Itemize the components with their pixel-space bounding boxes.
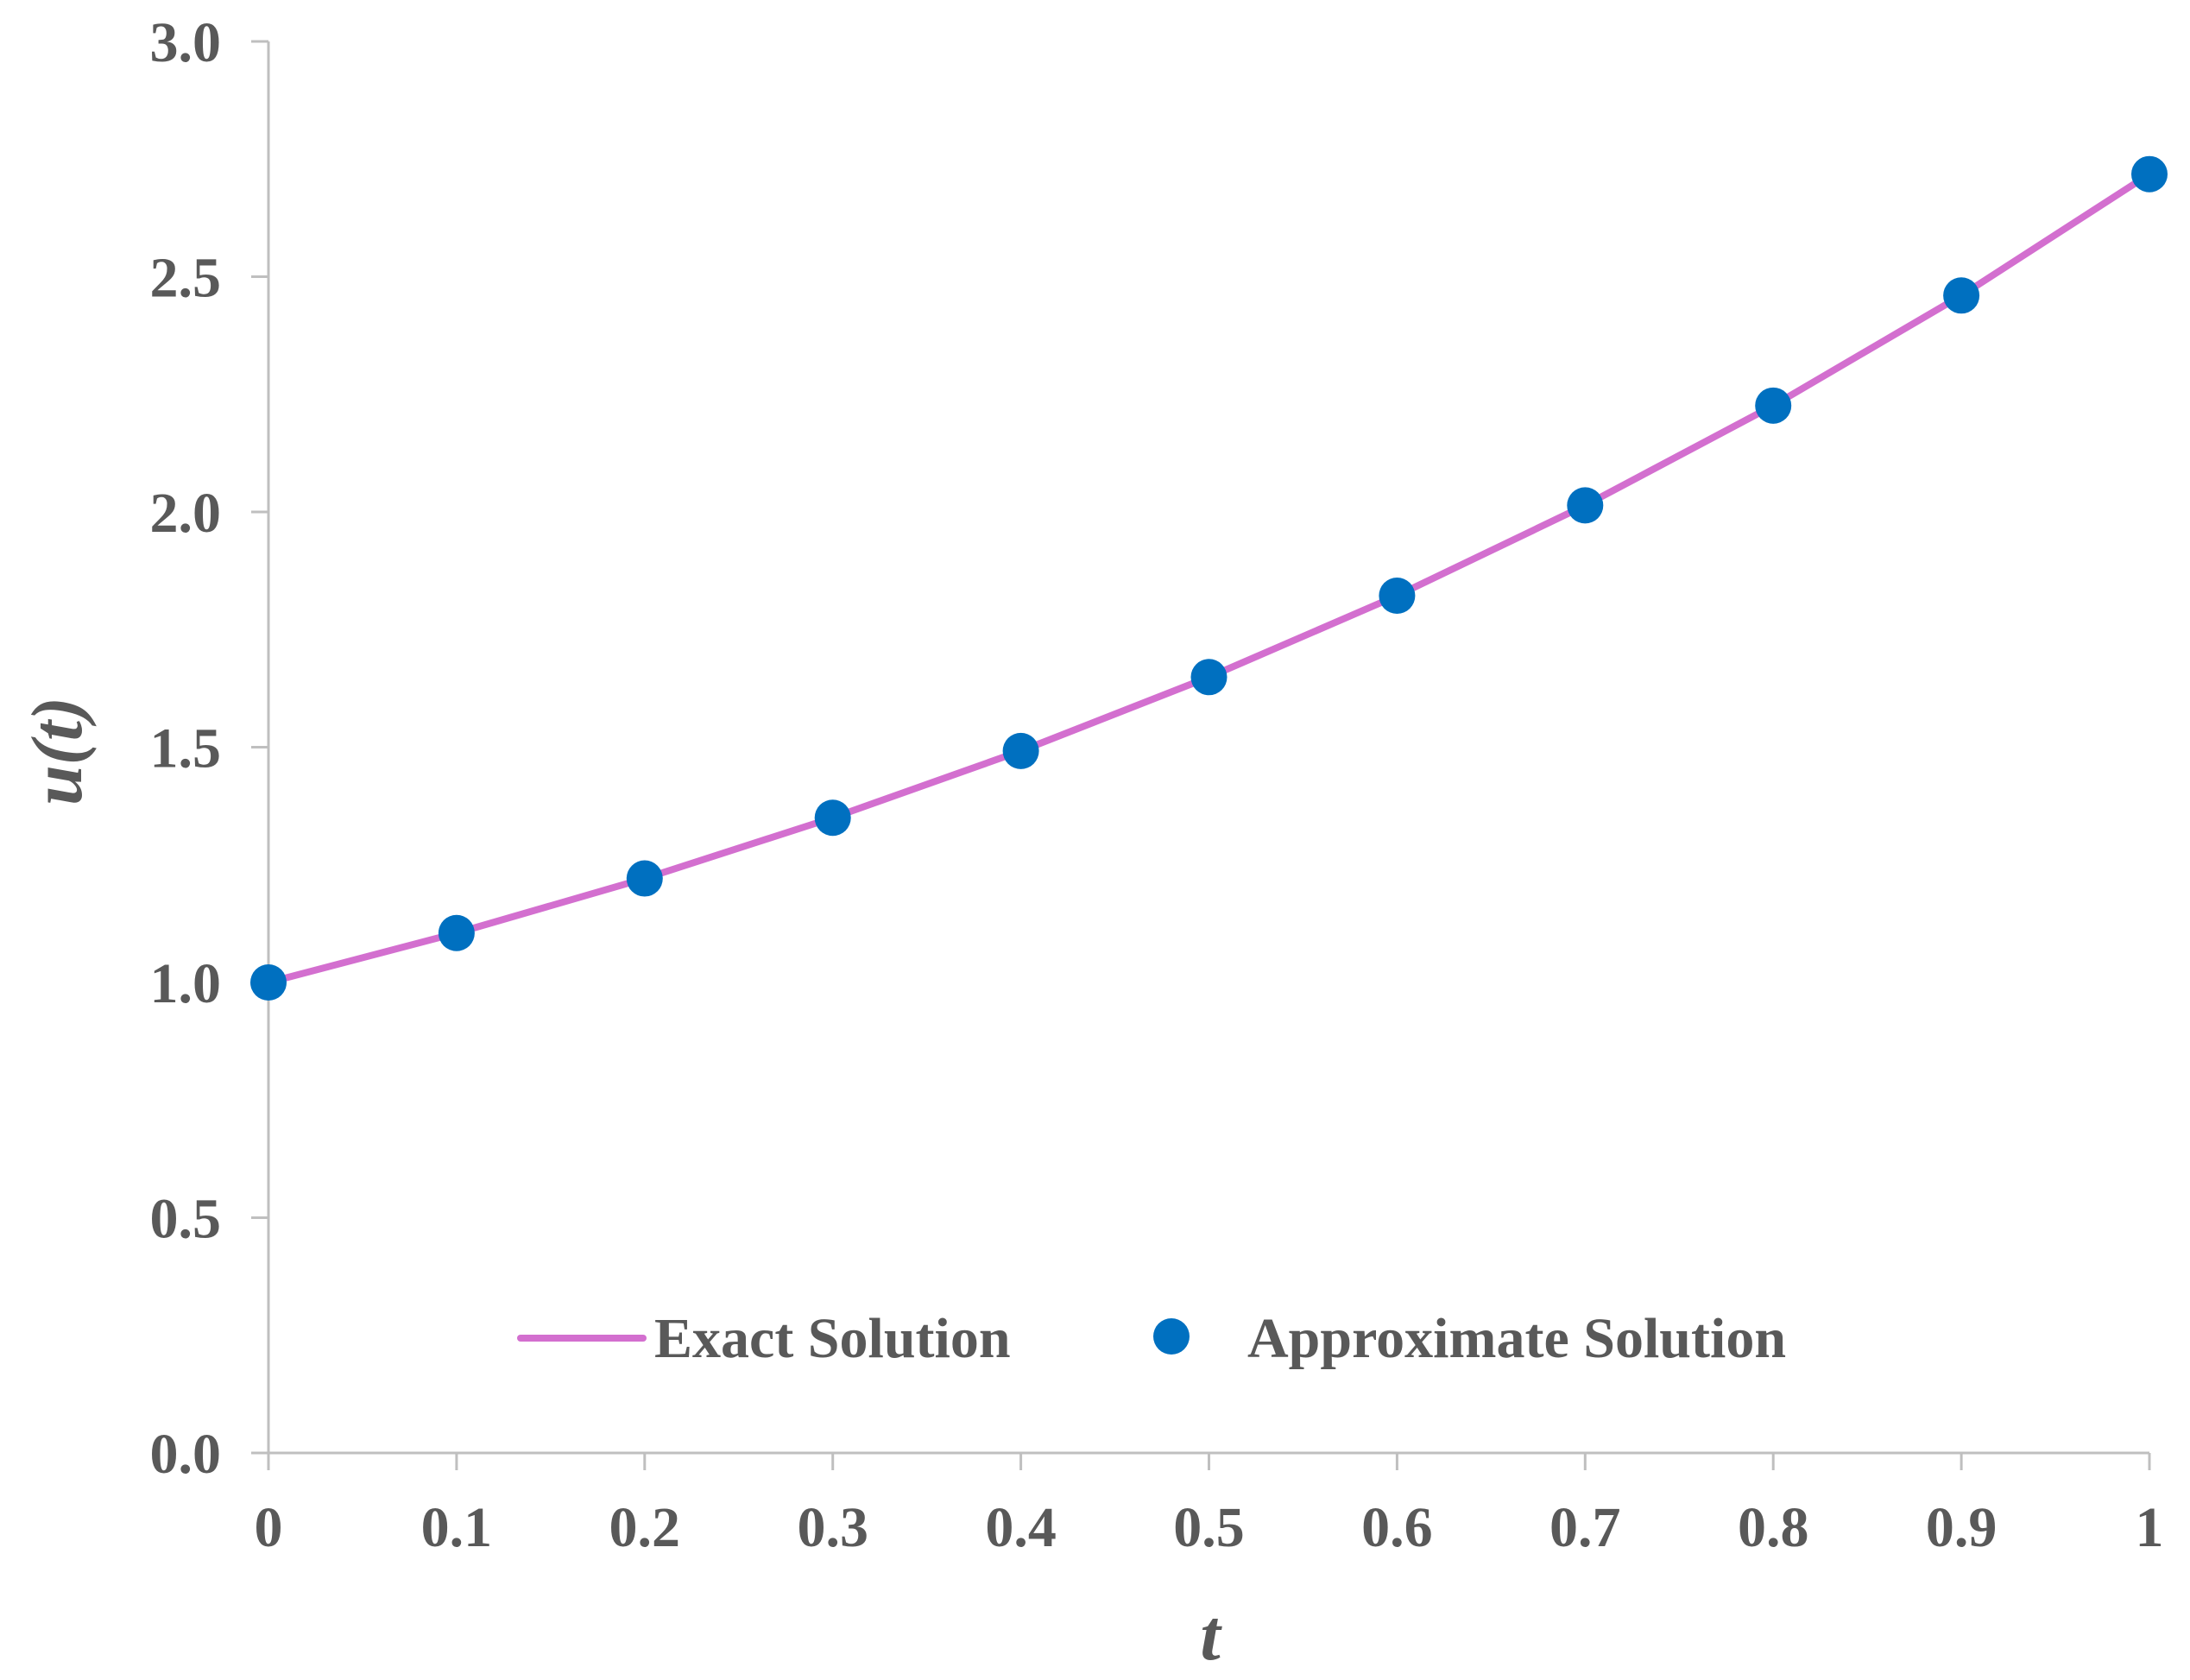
approximate-solution-point	[1567, 487, 1604, 524]
y-tick-labels: 0.0 0.5 1.0 1.5 2.0 2.5 3.0	[150, 11, 268, 1486]
approximate-solution-point	[250, 964, 287, 1001]
approximate-solution-point	[2131, 155, 2168, 193]
legend-label-exact: Exact Solution	[654, 1307, 1011, 1370]
x-tick-label: 0.6	[1361, 1496, 1433, 1559]
x-tick-label: 0.3	[797, 1496, 868, 1559]
approximate-solution-point	[1943, 277, 1980, 314]
legend-marker-swatch	[1153, 1318, 1190, 1355]
axes	[267, 41, 2149, 1455]
y-tick-label: 1.0	[150, 952, 222, 1015]
plot-area	[250, 155, 2168, 1001]
approximate-solution-point	[438, 914, 475, 951]
y-axis-title: u(t)	[17, 697, 98, 805]
y-tick-label: 0.0	[150, 1423, 222, 1486]
approximate-solution-point	[814, 799, 851, 837]
x-tick-label: 0.5	[1173, 1496, 1245, 1559]
x-tick-label: 0.4	[985, 1496, 1057, 1559]
x-tick-label: 0.2	[609, 1496, 681, 1559]
x-tick-label: 0.8	[1738, 1496, 1809, 1559]
approximate-solution-point	[1379, 578, 1416, 615]
x-tick-label: 1	[2136, 1496, 2164, 1559]
x-axis-title: t	[1200, 1595, 1222, 1676]
approximate-solution-point	[626, 860, 663, 897]
approximate-solution-point	[1190, 659, 1228, 696]
legend: Exact Solution Approximate Solution	[517, 1307, 1786, 1370]
x-tick-label: 0.1	[421, 1496, 493, 1559]
x-tick-label: 0.9	[1926, 1496, 1998, 1559]
x-tick-label: 0	[255, 1496, 283, 1559]
y-tick-label: 2.0	[150, 482, 222, 545]
exact-solution-line	[265, 170, 2153, 986]
x-tick-labels: 0 0.1 0.2 0.3 0.4 0.5 0.6 0.7 0.8 0.9 1	[255, 1453, 2164, 1559]
approximate-solution-point	[1002, 732, 1039, 769]
y-tick-label: 2.5	[150, 247, 222, 310]
legend-label-approximate: Approximate Solution	[1247, 1307, 1786, 1370]
approximate-solution-point	[1755, 387, 1792, 424]
y-tick-label: 0.5	[150, 1188, 222, 1251]
x-tick-label: 0.7	[1549, 1496, 1621, 1559]
y-tick-label: 3.0	[150, 11, 222, 74]
y-tick-label: 1.5	[150, 717, 222, 780]
